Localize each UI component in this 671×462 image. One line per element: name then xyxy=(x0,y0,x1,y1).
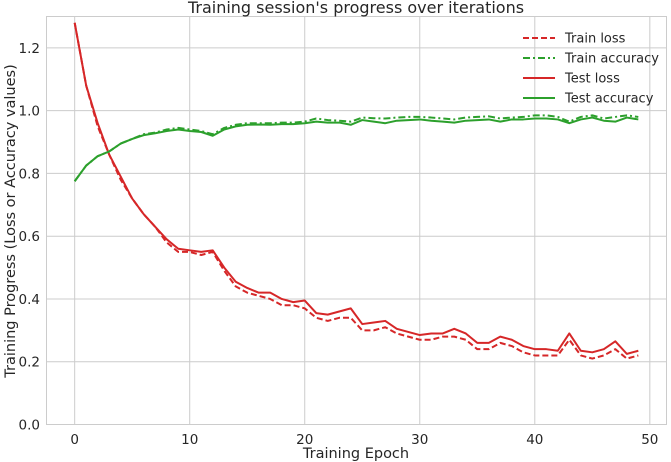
x-tick-label: 0 xyxy=(70,432,79,448)
x-tick-label: 30 xyxy=(411,432,428,448)
x-tick-label: 20 xyxy=(296,432,313,448)
legend-label-train-accuracy: Train accuracy xyxy=(564,52,659,67)
y-tick-label: 0.0 xyxy=(19,418,40,434)
y-tick-label: 0.6 xyxy=(19,229,40,245)
plot-frame xyxy=(46,16,667,425)
y-axis-label: Training Progress (Loss or Accuracy valu… xyxy=(3,64,19,378)
y-tick-label: 1.2 xyxy=(19,41,40,57)
grid xyxy=(46,16,667,425)
legend-label-test-loss: Test loss xyxy=(564,72,620,87)
y-tick-label: 0.8 xyxy=(19,166,40,182)
train-loss-line xyxy=(73,22,639,360)
tick-labels: 0 10 20 30 40 50 0.0 0.2 0.4 0.6 0.8 1.0 1.2 xyxy=(19,41,659,448)
y-tick-label: 0.2 xyxy=(19,355,40,371)
test-loss-line xyxy=(73,22,639,355)
y-tick-label: 1.0 xyxy=(19,104,40,120)
test-accuracy-line xyxy=(73,116,639,182)
x-tick-label: 10 xyxy=(181,432,198,448)
train-accuracy-line xyxy=(73,114,639,182)
x-tick-label: 50 xyxy=(641,432,658,448)
legend-label-test-accuracy: Test accuracy xyxy=(564,92,654,107)
y-tick-label: 0.4 xyxy=(19,292,40,308)
x-axis-label: Training Epoch xyxy=(302,446,409,462)
x-tick-label: 40 xyxy=(526,432,543,448)
legend-label-train-loss: Train loss xyxy=(564,32,626,47)
chart-title: Training session's progress over iterati… xyxy=(187,0,524,17)
legend: Train loss Train accuracy Test loss Test ac… xyxy=(523,32,659,107)
series-lines xyxy=(73,22,639,360)
